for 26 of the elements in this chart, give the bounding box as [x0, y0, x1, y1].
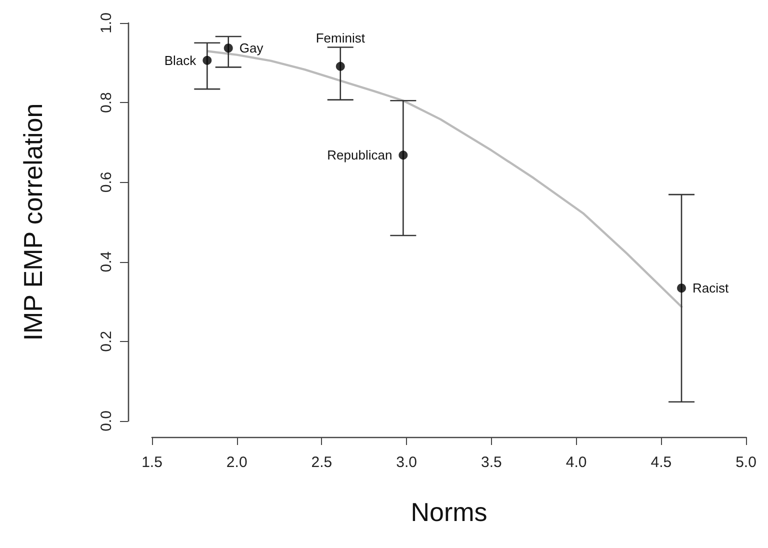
point [336, 62, 345, 71]
x-tick-label: 4.5 [650, 454, 672, 471]
x-tick-label: 3.5 [481, 454, 502, 471]
point [202, 56, 212, 65]
annotation: Racist [692, 280, 730, 296]
x-tick-label: 2.0 [226, 454, 248, 471]
y-tick-label: 0.0 [98, 410, 115, 432]
y-tick-label: 0.6 [98, 172, 115, 193]
y-axis-title: IMP EMP correlation [18, 103, 48, 341]
annotation: Black [164, 52, 197, 68]
x-tick-label: 4.0 [566, 454, 587, 471]
point [398, 150, 408, 160]
annotation: Gay [239, 40, 264, 56]
x-tick-label: 3.0 [396, 454, 417, 471]
y-tick-label: 0.8 [98, 92, 115, 114]
y-tick-label: 0.4 [98, 251, 115, 272]
point [677, 284, 686, 293]
x-tick-label: 1.5 [142, 454, 162, 471]
point [224, 44, 233, 53]
x-axis-title: Norms [410, 497, 488, 527]
x-tick-label: 5.0 [736, 454, 756, 471]
x-tick-label: 2.5 [311, 454, 332, 471]
y-tick-label: 1.0 [98, 12, 115, 34]
annotation: Feminist [316, 30, 366, 46]
annotation: Republican [327, 148, 392, 163]
y-tick-label: 0.2 [98, 330, 115, 352]
